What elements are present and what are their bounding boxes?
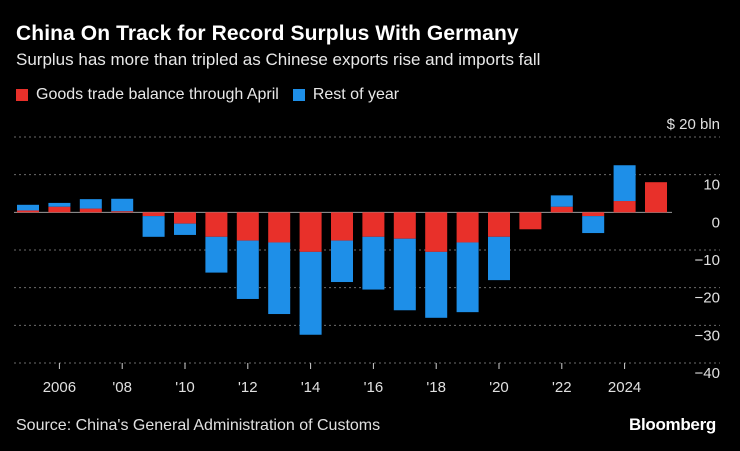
legend-item-rest-of-year: Rest of year [292,86,400,104]
bar-rest-of-year-2016 [362,236,385,290]
x-tick-label: '10 [175,379,195,396]
bar-through-april-2009 [142,212,165,217]
bar-rest-of-year-2023 [582,216,605,234]
bar-rest-of-year-2012 [236,240,259,299]
bar-rest-of-year-2013 [268,242,291,315]
legend-label-through-april: Goods trade balance through April [36,86,279,103]
x-tick-label: '20 [489,379,509,396]
y-unit-label: $ 20 bln [667,116,720,133]
bar-rest-of-year-2024 [613,165,636,202]
bar-through-april-2016 [362,212,385,237]
x-tick-label: 2024 [608,379,641,396]
bar-rest-of-year-2017 [393,238,416,311]
bar-through-april-2005 [17,210,39,213]
bar-rest-of-year-2018 [425,251,448,318]
bar-through-april-2019 [456,212,479,243]
bar-rest-of-year-2007 [79,199,102,209]
bar-through-april-2010 [174,212,196,224]
x-tick-label: '14 [301,379,321,396]
legend-swatch-blue [292,89,305,101]
bars [17,165,667,335]
bar-rest-of-year-2019 [456,242,479,313]
legend-item-through-april: Goods trade balance through April [16,86,279,104]
bar-rest-of-year-2015 [331,240,353,283]
bar-through-april-2021 [519,212,542,230]
bar-rest-of-year-2010 [174,223,196,235]
bar-rest-of-year-2008 [111,198,134,212]
bar-rest-of-year-2006 [48,202,71,207]
x-tick-label: '08 [112,379,132,396]
x-tick-label: 2006 [43,379,76,396]
legend-label-rest-of-year: Rest of year [312,86,400,103]
chart-title: China On Track for Record Surplus With G… [16,22,519,45]
bar-through-april-2012 [236,212,259,241]
y-tick-label: 10 [703,177,720,194]
bar-rest-of-year-2005 [17,204,39,211]
x-tick-label: '22 [552,379,572,396]
bar-through-april-2015 [331,212,353,241]
y-tick-label: −30 [695,327,720,344]
source-note: Source: China's General Administration o… [16,417,381,434]
bar-through-april-2024 [613,201,636,213]
bar-through-april-2022 [550,206,573,213]
y-axis: $ 20 bln 10 0 −10 −20 −30 −40 [667,116,720,382]
y-tick-label: −20 [695,290,720,307]
bar-through-april-2008 [111,211,134,213]
bar-through-april-2006 [48,206,71,213]
y-tick-label: −10 [695,252,720,269]
legend-swatch-red [16,89,28,101]
bar-through-april-2020 [488,212,510,237]
bar-rest-of-year-2011 [205,236,228,273]
bar-through-april-2018 [425,212,448,252]
bar-rest-of-year-2022 [550,195,573,207]
x-axis: 2006 '08 '10 '12 '14 '16 '18 '20 '22 2024 [43,363,641,396]
bar-through-april-2017 [393,212,416,239]
bar-through-april-2025 [645,182,667,213]
bar-rest-of-year-2020 [488,236,510,281]
bloomberg-logo: Bloomberg [628,415,716,434]
bar-through-april-2023 [582,212,605,217]
bar-through-april-2007 [79,208,102,213]
bar-through-april-2011 [205,212,228,237]
x-tick-label: '12 [238,379,258,396]
chart-subtitle: Surplus has more than tripled as Chinese… [16,50,541,69]
legend: Goods trade balance through April Rest o… [16,86,413,104]
x-tick-label: '18 [426,379,446,396]
x-tick-label: '16 [364,379,384,396]
bar-through-april-2014 [299,212,322,252]
y-tick-label: 0 [712,214,720,231]
y-tick-label: −40 [695,365,720,382]
bar-rest-of-year-2009 [142,216,165,237]
bar-through-april-2013 [268,212,291,243]
bar-rest-of-year-2014 [299,251,322,335]
